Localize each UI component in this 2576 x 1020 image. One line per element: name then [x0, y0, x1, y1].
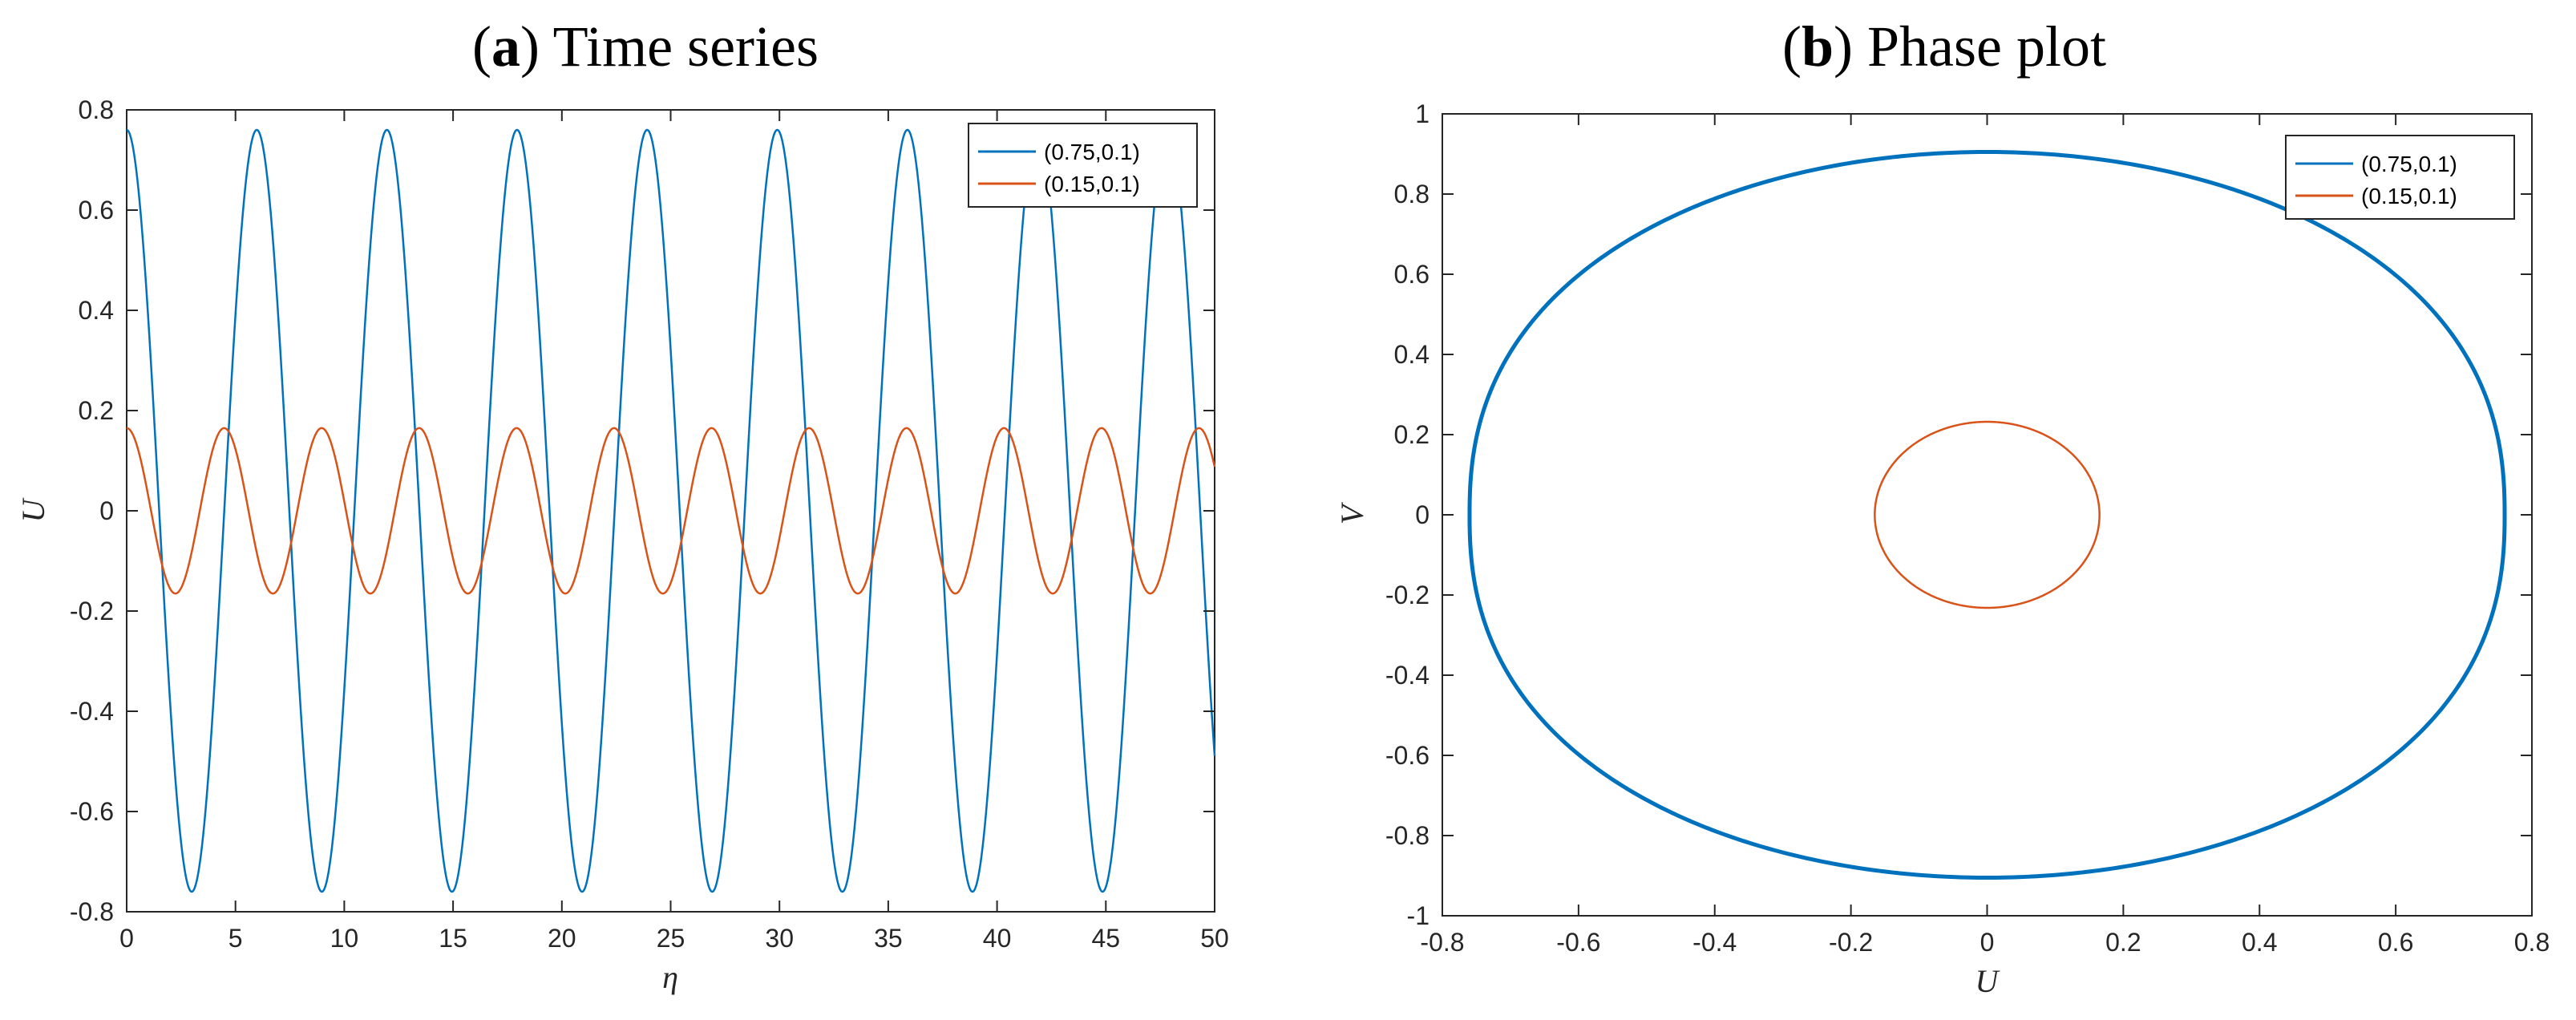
x-tick-label-a-3: 15 — [439, 924, 467, 953]
panel-phase-plot: (b) Phase plot -0.8 -0.6 -0.4 -0.2 0 0.2 0.4 0.… — [1334, 14, 2550, 999]
series-line-b-1 — [1874, 420, 2101, 609]
x-tick-label-b-5: 0.2 — [2105, 928, 2141, 957]
y-axis-label-a: U — [15, 496, 51, 522]
x-tick-label-a-8: 40 — [983, 924, 1012, 953]
legend-entry-b-0: (0.75,0.1) — [2361, 152, 2457, 176]
x-tick-label-a-5: 25 — [657, 924, 685, 953]
y-tick-label-a-2: -0.4 — [70, 697, 114, 726]
x-tick-label-a-2: 10 — [330, 924, 359, 953]
y-tick-label-b-1: -0.8 — [1385, 821, 1430, 850]
x-tick-label-b-0: -0.8 — [1420, 928, 1464, 957]
legend-entry-a-0: (0.75,0.1) — [1044, 140, 1140, 164]
x-tick-label-a-1: 5 — [228, 924, 243, 953]
y-tick-label-a-3: -0.2 — [70, 597, 114, 625]
x-tick-label-b-8: 0.8 — [2514, 928, 2550, 957]
y-tick-label-b-5: 0 — [1415, 500, 1430, 529]
x-tick-label-a-6: 30 — [765, 924, 794, 953]
legend-entry-a-1: (0.15,0.1) — [1044, 172, 1140, 196]
x-tick-label-b-7: 0.6 — [2378, 928, 2413, 957]
chart-title-a: (a) Time series — [472, 14, 819, 79]
legend-box-a — [968, 123, 1198, 208]
x-tick-label-b-4: 0 — [1980, 928, 1995, 957]
axis-ticks-b: -0.8 -0.6 -0.4 -0.2 0 0.2 0.4 0.6 0.8-1-0.8-0.6-… — [1385, 99, 2550, 957]
x-axis-label-a: η — [662, 959, 678, 995]
legend-box-b — [2285, 135, 2515, 220]
y-tick-label-b-7: 0.4 — [1394, 340, 1430, 369]
x-tick-label-a-0: 0 — [119, 924, 134, 953]
legend-entry-b-1: (0.15,0.1) — [2361, 184, 2457, 208]
x-tick-label-b-6: 0.4 — [2242, 928, 2277, 957]
legend-a: (0.75,0.1) (0.15,0.1) — [968, 123, 1198, 208]
y-tick-label-b-4: -0.2 — [1385, 581, 1430, 609]
y-tick-label-a-1: -0.6 — [70, 797, 114, 826]
x-axis-label-b: U — [1975, 963, 2001, 999]
legend-b: (0.75,0.1) (0.15,0.1) — [2285, 135, 2515, 220]
y-tick-label-b-3: -0.4 — [1385, 661, 1430, 690]
panel-time-series: (a) Time series 0 5 10 15 20 25 30 35 40 45 50 -0.8… — [15, 14, 1229, 995]
x-tick-label-a-10: 50 — [1200, 924, 1229, 953]
y-tick-label-a-8: 0.8 — [79, 95, 114, 124]
x-tick-label-a-7: 35 — [874, 924, 903, 953]
series-line-a-1 — [126, 427, 1216, 595]
chart-title-b: (b) Phase plot — [1782, 14, 2106, 79]
y-tick-label-b-0: -1 — [1407, 901, 1430, 930]
plot-area-a — [126, 109, 1215, 913]
y-tick-label-b-10: 1 — [1415, 99, 1430, 128]
y-tick-label-a-5: 0.2 — [79, 396, 114, 425]
x-tick-label-a-4: 20 — [548, 924, 576, 953]
axis-ticks-a: 0 5 10 15 20 25 30 35 40 45 50 -0.8 -0.6 -0.4 -0.2 0 0.2… — [70, 95, 1229, 953]
y-tick-label-a-4: 0 — [99, 496, 114, 525]
y-tick-label-a-7: 0.6 — [79, 196, 114, 225]
series-line-b-0 — [1467, 150, 2507, 880]
y-tick-label-b-2: -0.6 — [1385, 741, 1430, 770]
plot-area-b — [1442, 113, 2533, 917]
y-tick-label-b-8: 0.6 — [1394, 260, 1430, 289]
y-tick-label-a-6: 0.4 — [79, 296, 114, 325]
y-tick-label-b-6: 0.2 — [1394, 420, 1430, 449]
x-tick-label-b-3: -0.2 — [1829, 928, 1873, 957]
y-tick-label-b-9: 0.8 — [1394, 180, 1430, 208]
x-tick-label-b-1: -0.6 — [1556, 928, 1600, 957]
series-lines-b — [1467, 150, 2507, 880]
x-tick-label-a-9: 45 — [1092, 924, 1121, 953]
y-axis-label-b: V — [1334, 501, 1370, 524]
x-tick-label-b-2: -0.4 — [1692, 928, 1737, 957]
y-tick-label-a-0: -0.8 — [70, 897, 114, 926]
